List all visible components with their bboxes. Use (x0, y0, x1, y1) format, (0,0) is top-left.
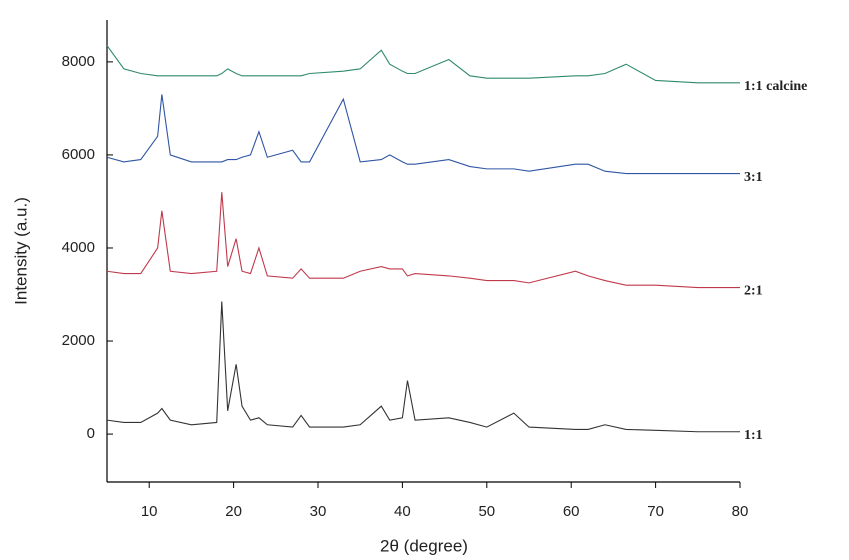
x-tick-label: 70 (647, 503, 664, 520)
y-tick-label: 8000 (62, 53, 95, 70)
series-label: 1:1 (744, 428, 763, 443)
x-tick-label: 40 (394, 503, 411, 520)
series-line (106, 192, 740, 289)
y-tick-label: 6000 (62, 146, 95, 163)
series-label: 2:1 (744, 284, 763, 299)
x-tick-label: 10 (141, 503, 158, 520)
series-label: 3:1 (744, 170, 763, 185)
series-line (106, 301, 740, 433)
x-tick-label: 30 (310, 503, 327, 520)
series-line (106, 94, 740, 175)
x-axis-title: 2θ (degree) (380, 536, 468, 555)
x-tick-label: 20 (225, 503, 242, 520)
x-tick-label: 80 (732, 503, 749, 520)
series-line (106, 45, 740, 84)
y-tick-label: 4000 (62, 239, 95, 256)
x-tick-label: 50 (478, 503, 495, 520)
y-tick-label: 0 (87, 425, 95, 442)
y-tick-label: 2000 (62, 332, 95, 349)
y-axis-title: Intensity (a.u.) (11, 197, 30, 305)
series-label: 1:1 calcine (744, 79, 807, 94)
x-tick-label: 60 (563, 503, 580, 520)
